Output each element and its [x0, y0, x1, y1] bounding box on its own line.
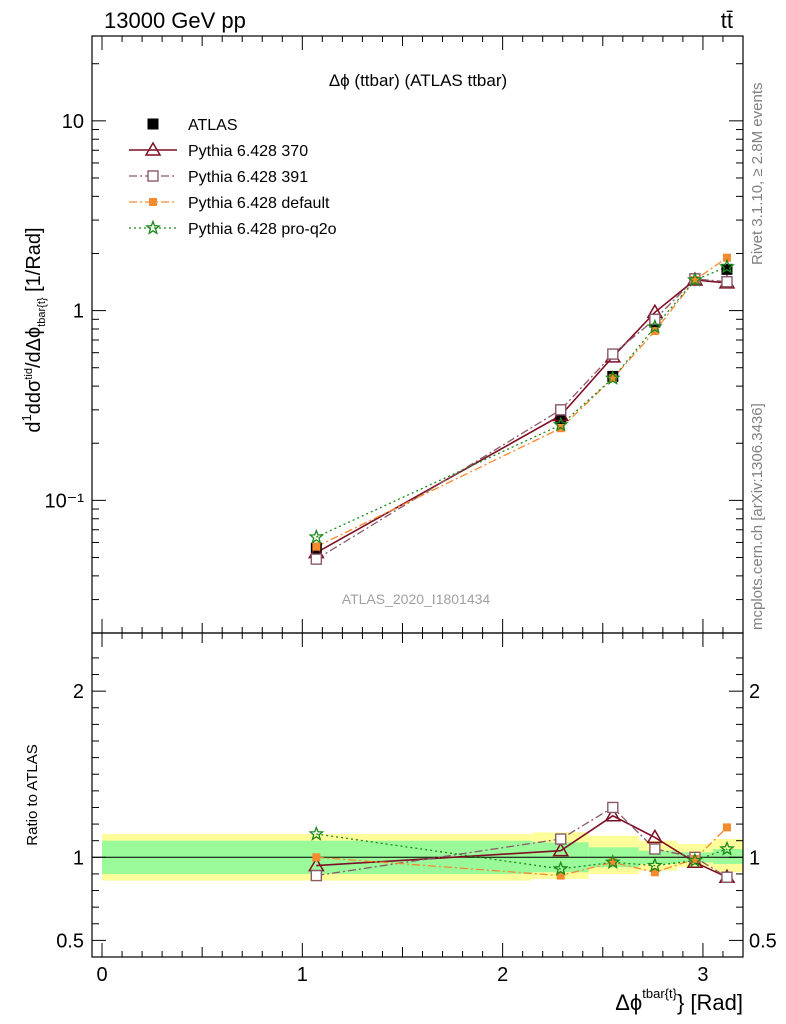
ratio-point-pythia-6-428-391 — [607, 801, 619, 814]
analysis-watermark: ATLAS_2020_I1801434 — [342, 591, 491, 607]
ratio-point-pythia-6-428-370 — [552, 842, 570, 857]
process-label: tt̄ — [721, 8, 733, 33]
ratio-point-pythia-6-428-default — [650, 868, 659, 877]
series-line-pythia-6-428-391 — [315, 278, 728, 560]
legend-label-pythia-6-428-391: Pythia 6.428 391 — [188, 169, 308, 186]
rivet-label: Rivet 3.1.10, ≥ 2.8M events — [749, 83, 766, 266]
legend-label-pythia-6-428-370: Pythia 6.428 370 — [188, 143, 308, 160]
plot-title: Δϕ (ttbar) (ATLAS ttbar) — [329, 71, 507, 90]
ratio-y-tick-label-right: 1 — [749, 847, 760, 869]
data-point-pythia-6-428-pro-q2o — [552, 416, 569, 432]
ratio-y-tick-label-left: 2 — [73, 681, 84, 703]
ratio-y-tick-label-left: 1 — [73, 847, 84, 869]
ratio-point-pythia-6-428-pro-q2o — [646, 857, 663, 873]
data-point-pythia-6-428-391 — [310, 553, 323, 565]
ratio-line-pythia-6-428-391 — [316, 806, 728, 878]
ratio-plot-frame — [91, 632, 744, 958]
ratio-point-pythia-6-428-pro-q2o — [686, 852, 703, 868]
ratio-y-tick-label-right: 0.5 — [749, 930, 777, 952]
ratio-band-inner-5 — [712, 849, 743, 864]
data-point-pythia-6-428-pro-q2o — [646, 318, 663, 334]
ratio-point-pythia-6-428-default — [312, 853, 321, 862]
data-point-pythia-6-428-pro-q2o — [719, 258, 735, 274]
data-point-pythia-6-428-391 — [607, 348, 619, 360]
data-point-pythia-6-428-pro-q2o — [686, 271, 703, 287]
data-point-pythia-6-428-391 — [555, 404, 567, 416]
top-y-axis-label: d1ddσtid/dΔϕtbar{t} [1/Rad] — [19, 227, 48, 432]
ratio-point-pythia-6-428-391 — [310, 869, 323, 882]
data-point-pythia-6-428-pro-q2o — [604, 369, 621, 385]
legend-marker-pythia-6-428-370 — [144, 141, 162, 156]
ratio-point-pythia-6-428-370 — [646, 828, 664, 844]
x-tick-label: 3 — [697, 964, 708, 986]
legend-marker-atlas — [147, 118, 159, 130]
data-point-pythia-6-428-pro-q2o — [308, 528, 325, 544]
ratio-y-tick-label-left: 0.5 — [56, 930, 84, 952]
ratio-y-axis-label: Ratio to ATLAS — [24, 744, 41, 845]
ratio-point-pythia-6-428-pro-q2o — [552, 860, 569, 876]
ratio-point-pythia-6-428-pro-q2o — [719, 840, 735, 856]
series-line-pythia-6-428-370 — [315, 279, 728, 554]
ratio-point-pythia-6-428-default — [690, 854, 699, 863]
data-point-pythia-6-428-391 — [721, 276, 733, 288]
legend-marker-pythia-6-428-391 — [147, 170, 159, 182]
x-tick-label: 2 — [497, 964, 508, 986]
legend-marker-pythia-6-428-pro-q2o — [145, 219, 161, 235]
ratio-point-pythia-6-428-391 — [721, 871, 733, 883]
legend-label-pythia-6-428-pro-q2o: Pythia 6.428 pro-q2o — [188, 221, 337, 238]
ratio-point-pythia-6-428-pro-q2o — [604, 853, 621, 870]
data-point-pythia-6-428-default — [650, 327, 659, 336]
svg-text:d1ddσtid/dΔϕtbar{t} [1/Rad]: d1ddσtid/dΔϕtbar{t} [1/Rad] — [19, 227, 48, 432]
data-point-pythia-6-428-default — [608, 374, 617, 383]
legend-label-atlas: ATLAS — [188, 117, 238, 134]
legend-marker-pythia-6-428-default — [149, 198, 157, 206]
energy-label: 13000 GeV pp — [104, 8, 246, 33]
ratio-point-pythia-6-428-default — [608, 858, 617, 867]
ratio-point-pythia-6-428-391 — [555, 833, 567, 845]
ratio-y-tick-label-right: 2 — [749, 681, 760, 703]
series-line-pythia-6-428-default — [316, 257, 728, 548]
x-axis-label: Δϕtbar{t}} [Rad] — [615, 986, 743, 1015]
y-tick-label: 10 — [62, 111, 84, 133]
y-tick-label: 1 — [73, 301, 84, 323]
series-line-pythia-6-428-pro-q2o — [316, 266, 728, 538]
x-tick-label: 1 — [297, 964, 308, 986]
data-point-pythia-6-428-default — [312, 542, 321, 551]
legend-label-pythia-6-428-default: Pythia 6.428 default — [188, 195, 330, 212]
ratio-line-pythia-6-428-pro-q2o — [316, 833, 728, 870]
x-tick-label: 0 — [96, 964, 107, 986]
data-point-pythia-6-428-default — [722, 253, 731, 262]
ratio-point-pythia-6-428-pro-q2o — [308, 825, 325, 841]
ratio-point-pythia-6-428-default — [556, 871, 565, 880]
ratio-point-pythia-6-428-default — [722, 823, 731, 832]
data-point-pythia-6-428-default — [690, 275, 699, 284]
y-tick-label: 10⁻¹ — [45, 490, 85, 512]
ratio-point-pythia-6-428-391 — [649, 843, 661, 855]
ratio-point-pythia-6-428-370 — [604, 807, 622, 822]
source-label: mcplots.cern.ch [arXiv:1306.3436] — [749, 403, 766, 630]
